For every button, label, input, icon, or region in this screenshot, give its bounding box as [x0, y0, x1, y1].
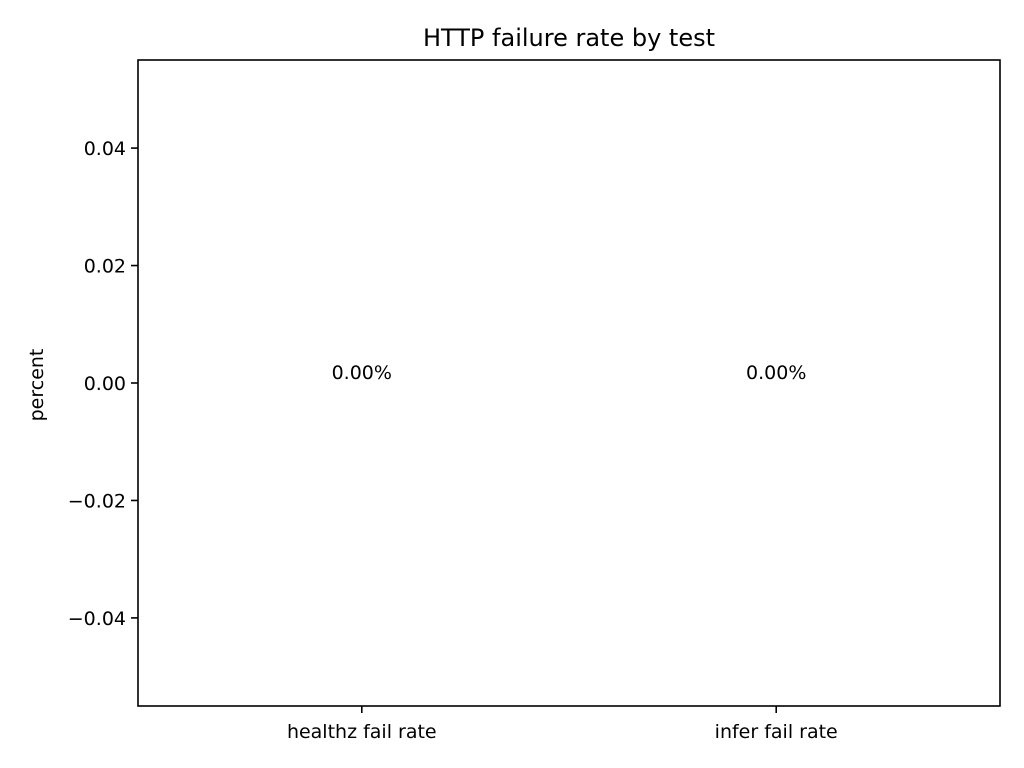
y-axis-label: percent	[26, 349, 48, 422]
y-tick-label: 0.02	[84, 256, 126, 278]
x-tick-label: healthz fail rate	[287, 721, 437, 743]
bar-value-label: 0.00%	[332, 362, 392, 384]
y-tick-label: 0.00	[84, 373, 126, 395]
y-axis: −0.04 −0.02 0.00 0.02 0.04	[68, 138, 138, 630]
x-tick-label: infer fail rate	[715, 721, 838, 743]
chart-title: HTTP failure rate by test	[423, 24, 715, 52]
x-axis: healthz fail rate infer fail rate	[287, 706, 838, 743]
y-tick-label: 0.04	[84, 138, 126, 160]
data-labels: 0.00% 0.00%	[332, 362, 807, 384]
bar-value-label: 0.00%	[746, 362, 806, 384]
y-tick-label: −0.04	[68, 608, 126, 630]
plot-area-frame	[137, 59, 1001, 707]
y-tick-label: −0.02	[68, 490, 126, 512]
